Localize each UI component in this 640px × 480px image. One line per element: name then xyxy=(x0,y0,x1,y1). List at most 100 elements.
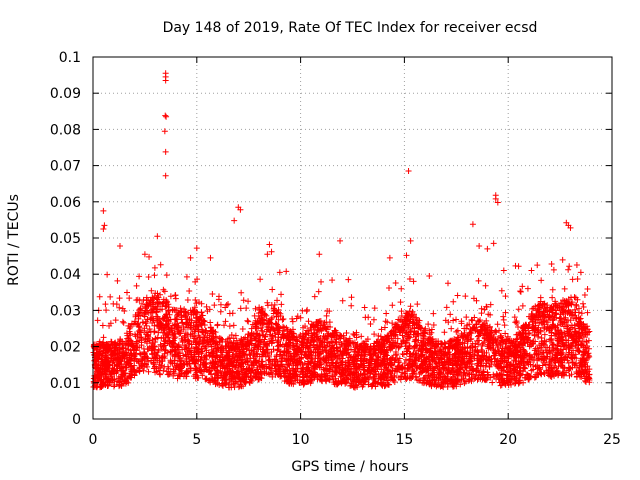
data-point xyxy=(407,353,414,360)
data-point xyxy=(314,372,321,379)
data-point xyxy=(192,339,199,346)
data-point xyxy=(558,354,565,361)
data-point xyxy=(287,353,294,360)
data-point xyxy=(552,352,559,359)
data-point xyxy=(548,365,555,372)
data-point xyxy=(426,337,433,344)
data-point xyxy=(190,322,197,329)
data-point xyxy=(294,337,301,344)
data-point xyxy=(551,363,558,370)
data-point xyxy=(389,302,396,309)
data-point xyxy=(255,325,262,332)
data-point xyxy=(298,354,305,361)
data-point xyxy=(537,344,544,351)
data-point xyxy=(161,340,168,347)
data-point xyxy=(190,307,197,314)
data-point xyxy=(535,329,542,336)
data-point xyxy=(198,345,205,352)
data-point xyxy=(199,348,206,355)
data-point xyxy=(206,306,213,313)
data-point xyxy=(580,303,587,310)
data-point xyxy=(173,316,180,323)
data-point xyxy=(537,294,544,301)
data-point xyxy=(169,352,176,359)
data-point xyxy=(185,369,192,376)
data-point xyxy=(402,356,409,363)
data-point xyxy=(340,335,347,342)
data-point xyxy=(139,300,146,307)
data-point xyxy=(155,294,162,301)
data-point xyxy=(381,363,388,370)
data-point xyxy=(304,306,311,313)
data-point xyxy=(214,322,221,329)
data-point xyxy=(527,354,534,361)
data-point xyxy=(402,370,409,377)
data-point xyxy=(165,301,172,308)
data-point xyxy=(232,378,239,385)
data-point xyxy=(214,353,221,360)
data-point xyxy=(223,368,230,375)
data-point xyxy=(151,329,158,336)
data-point xyxy=(229,345,236,352)
data-point xyxy=(341,377,348,384)
data-point xyxy=(174,320,181,327)
data-point xyxy=(91,351,98,358)
data-point xyxy=(214,374,221,381)
data-point xyxy=(221,322,228,329)
data-point xyxy=(575,347,582,354)
data-point xyxy=(567,309,574,316)
data-point xyxy=(475,349,482,356)
data-point xyxy=(547,305,554,312)
data-point xyxy=(465,331,472,338)
data-point xyxy=(348,302,355,309)
data-point xyxy=(160,315,167,322)
data-point xyxy=(546,344,553,351)
data-point xyxy=(383,310,390,317)
data-point xyxy=(343,330,350,337)
data-point xyxy=(410,319,417,326)
data-point xyxy=(549,309,556,316)
data-point xyxy=(300,374,307,381)
data-point xyxy=(120,370,127,377)
data-point xyxy=(462,293,469,300)
data-point xyxy=(301,378,308,385)
data-point xyxy=(384,357,391,364)
data-point xyxy=(254,369,261,376)
data-point xyxy=(169,327,176,334)
data-point xyxy=(245,298,252,305)
data-point xyxy=(194,349,201,356)
data-point xyxy=(549,294,556,301)
data-point xyxy=(494,363,501,370)
data-point xyxy=(184,331,191,338)
data-point xyxy=(111,341,118,348)
data-point xyxy=(104,271,111,278)
data-point xyxy=(539,310,546,317)
data-point xyxy=(399,332,406,339)
data-point xyxy=(330,359,337,366)
data-point xyxy=(138,339,145,346)
data-point xyxy=(394,365,401,372)
data-point xyxy=(296,333,303,340)
data-point xyxy=(457,366,464,373)
data-point xyxy=(276,342,283,349)
data-point xyxy=(535,309,542,316)
data-point xyxy=(178,363,185,370)
data-point xyxy=(390,337,397,344)
data-point xyxy=(474,333,481,340)
data-point xyxy=(272,367,279,374)
data-point xyxy=(211,302,218,309)
data-point xyxy=(377,361,384,368)
data-point xyxy=(220,356,227,363)
data-point xyxy=(125,341,132,348)
data-point xyxy=(566,263,573,270)
data-point xyxy=(207,341,214,348)
data-point xyxy=(231,356,238,363)
data-point xyxy=(264,321,271,328)
data-point xyxy=(317,375,324,382)
data-point xyxy=(237,305,244,312)
data-point xyxy=(157,341,164,348)
data-point xyxy=(503,359,510,366)
data-point xyxy=(276,363,283,370)
data-point xyxy=(378,336,385,343)
